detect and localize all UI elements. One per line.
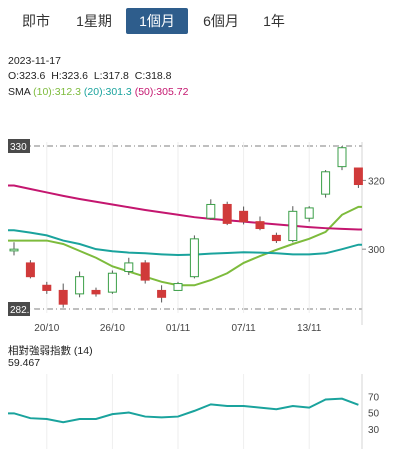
tab-1-week[interactable]: 1星期 [76, 13, 112, 29]
candle-down [222, 203, 232, 224]
range-low-label: 282.6 [10, 305, 35, 316]
sma-10-value: (10):312.3 [33, 86, 81, 98]
x-tick-label: 20/10 [34, 323, 59, 334]
candle-up [304, 207, 314, 219]
candle-up [75, 276, 85, 295]
candle-up [189, 238, 199, 278]
range-high-label: 330 [10, 142, 27, 153]
price-chart[interactable]: 20/10 26/10 01/11 07/11 13/11 320 300 330 282.6 [0, 0, 414, 340]
candle-up [173, 283, 183, 291]
low-value: 317.8 [102, 70, 129, 82]
open-value: 323.6 [19, 70, 46, 82]
rsi-y-tick-label: 30 [368, 425, 380, 436]
rsi-y-tick-label: 70 [368, 392, 380, 403]
candle-up [124, 262, 134, 273]
sma-label: SMA [8, 86, 31, 98]
sma-20-value: (20):301.3 [83, 86, 132, 98]
tab-1-month[interactable]: 1個月 [126, 8, 188, 34]
open-label: O: [8, 70, 20, 82]
candle-down [353, 167, 363, 186]
candle-down [271, 234, 281, 242]
candle-down [42, 284, 52, 291]
rsi-title: 相對強弱指數 (14) [8, 345, 93, 357]
candle-up [321, 171, 331, 195]
rsi-line [8, 397, 359, 424]
low-label: L: [93, 70, 103, 82]
tab-intraday[interactable]: 即市 [22, 13, 50, 29]
candle-up [337, 147, 347, 168]
tab-6-months[interactable]: 6個月 [203, 13, 239, 29]
close-value: 318.8 [145, 70, 172, 82]
high-value: 323.6 [61, 70, 88, 82]
candle-down [239, 210, 249, 223]
range-high-label-box [8, 139, 30, 153]
candle-down [58, 289, 68, 305]
x-tick-label: 13/11 [297, 323, 322, 334]
y-tick-label: 320 [368, 176, 385, 187]
high-label: H: [51, 70, 62, 82]
range-low-label-box [8, 302, 30, 316]
y-tick-label: 300 [368, 245, 385, 256]
candle-down [157, 289, 167, 298]
x-tick-label: 01/11 [166, 323, 191, 334]
sma-20-line [8, 229, 362, 257]
rsi-y-tick-label: 50 [368, 409, 380, 420]
candle-down [140, 262, 150, 281]
candle-up [206, 203, 216, 219]
time-range-tabs: 即市 1星期 1個月 6個月 1年 [0, 8, 414, 36]
rsi-current-value: 59.467 [8, 357, 41, 369]
x-tick-label: 26/10 [100, 323, 125, 334]
sma-50-value: (50):305.72 [134, 86, 189, 98]
candle-up [288, 210, 298, 242]
candle-down [255, 221, 265, 230]
sma-10-line [8, 205, 362, 287]
sma-readout: SMA (10):312.3 (20):301.3 (50):305.72 [8, 86, 188, 98]
x-tick-label: 07/11 [231, 323, 256, 334]
candle-up [107, 272, 117, 293]
ohlc-readout: O:323.6 H:323.6 L:317.8 C:318.8 [8, 70, 172, 82]
sma-50-line [8, 184, 362, 231]
tab-1-year[interactable]: 1年 [263, 13, 285, 29]
close-label: C: [134, 70, 146, 82]
candle-down [25, 262, 35, 278]
candle-down [91, 289, 101, 295]
date-label: 2023-11-17 [8, 55, 61, 67]
candle-up [9, 248, 19, 252]
